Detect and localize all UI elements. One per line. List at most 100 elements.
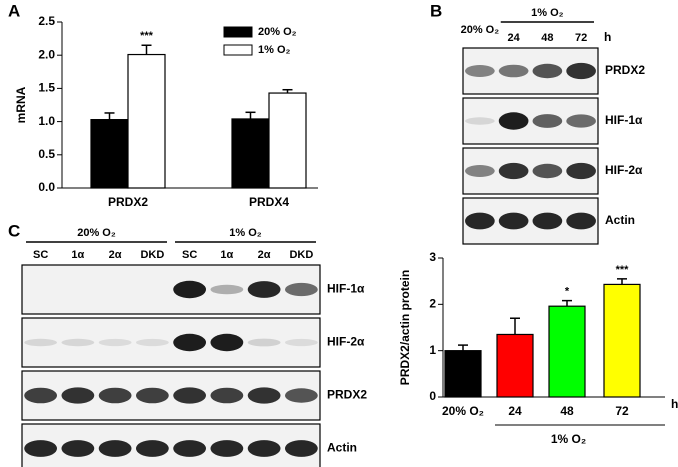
x-unit: h <box>671 397 678 411</box>
band <box>566 114 596 128</box>
panel-label: C <box>8 221 20 240</box>
row-label: HIF-2α <box>327 335 365 349</box>
bar <box>496 333 534 398</box>
row-label: Actin <box>605 213 635 227</box>
band <box>135 387 169 404</box>
band <box>532 163 563 179</box>
band <box>284 282 318 297</box>
bar <box>231 118 270 189</box>
y-tick-label: 2.5 <box>38 14 55 28</box>
band <box>61 338 95 347</box>
group-label: 20% O₂ <box>77 227 116 239</box>
lane-label: 72 <box>575 32 587 44</box>
band <box>24 387 58 404</box>
band <box>498 64 529 78</box>
y-axis-label: PRDX2/actin protein <box>398 270 412 385</box>
band <box>135 440 169 457</box>
band <box>210 333 244 352</box>
group-label: 1% O₂ <box>551 432 586 446</box>
band <box>173 440 207 457</box>
band <box>532 114 563 128</box>
band <box>465 212 495 230</box>
band <box>247 440 281 457</box>
legend-swatch <box>223 26 253 38</box>
lane-label: DKD <box>289 249 313 261</box>
lane-label: 2α <box>109 249 122 261</box>
annotation: *** <box>140 30 154 42</box>
bar <box>268 92 307 189</box>
band <box>24 338 58 347</box>
panel-label: B <box>430 1 442 20</box>
x-tick-label: PRDX2 <box>108 195 148 209</box>
y-axis-label: mRNA <box>14 86 28 123</box>
band <box>498 212 529 230</box>
y-tick-label: 0.5 <box>38 147 55 161</box>
lane-label: SC <box>182 249 197 261</box>
band <box>566 62 596 80</box>
band <box>284 388 318 403</box>
band <box>247 387 281 404</box>
band <box>173 280 207 299</box>
bar <box>127 53 166 189</box>
band <box>24 440 58 457</box>
band <box>284 440 318 457</box>
x-tick-label: 48 <box>560 404 574 418</box>
band <box>98 387 132 404</box>
band <box>61 387 95 404</box>
band <box>498 112 529 130</box>
band <box>465 165 495 177</box>
band <box>173 387 207 404</box>
y-tick-label: 2 <box>429 297 436 311</box>
group-label: 20% O₂ <box>461 24 500 36</box>
band <box>498 162 529 180</box>
legend-label: 20% O₂ <box>258 26 297 38</box>
y-tick-label: 1 <box>429 343 436 357</box>
band <box>465 117 495 125</box>
band <box>247 338 281 347</box>
y-tick-label: 1.0 <box>38 114 55 128</box>
band <box>465 65 495 77</box>
row-label: PRDX2 <box>327 388 367 402</box>
annotation: *** <box>616 264 630 276</box>
row-label: HIF-1α <box>605 113 643 127</box>
y-tick-label: 2.0 <box>38 47 55 61</box>
band <box>98 440 132 457</box>
band <box>566 162 596 180</box>
y-tick-label: 1.5 <box>38 81 55 95</box>
x-tick-label: 24 <box>508 404 522 418</box>
band <box>135 338 169 347</box>
x-tick-label: 20% O₂ <box>442 404 484 418</box>
lane-label: 1α <box>71 249 84 261</box>
y-tick-label: 3 <box>429 250 436 264</box>
blot-row <box>21 317 321 368</box>
bar <box>90 119 129 189</box>
band <box>61 440 95 457</box>
annotation: * <box>565 286 570 298</box>
band <box>210 440 244 457</box>
band <box>532 63 563 79</box>
lane-label: 24 <box>508 32 521 44</box>
bar <box>444 350 482 398</box>
row-label: HIF-2α <box>605 163 643 177</box>
lane-label: DKD <box>140 249 164 261</box>
legend-swatch <box>223 44 253 56</box>
band <box>210 387 244 404</box>
row-label: PRDX2 <box>605 63 645 77</box>
group-label: 1% O₂ <box>229 227 262 239</box>
row-label: HIF-1α <box>327 282 365 296</box>
panel-label: A <box>8 1 20 20</box>
group-label: 1% O₂ <box>531 7 564 19</box>
y-tick-label: 0.0 <box>38 180 55 194</box>
lane-label: 1α <box>220 249 233 261</box>
band <box>247 281 281 298</box>
band <box>173 333 207 352</box>
band <box>98 338 132 347</box>
x-tick-label: PRDX4 <box>249 195 289 209</box>
lane-label: SC <box>33 249 48 261</box>
y-tick-label: 0 <box>429 389 436 403</box>
x-tick-label: 72 <box>615 404 629 418</box>
band <box>210 284 244 295</box>
bar <box>548 305 586 398</box>
legend-label: 1% O₂ <box>258 44 291 56</box>
